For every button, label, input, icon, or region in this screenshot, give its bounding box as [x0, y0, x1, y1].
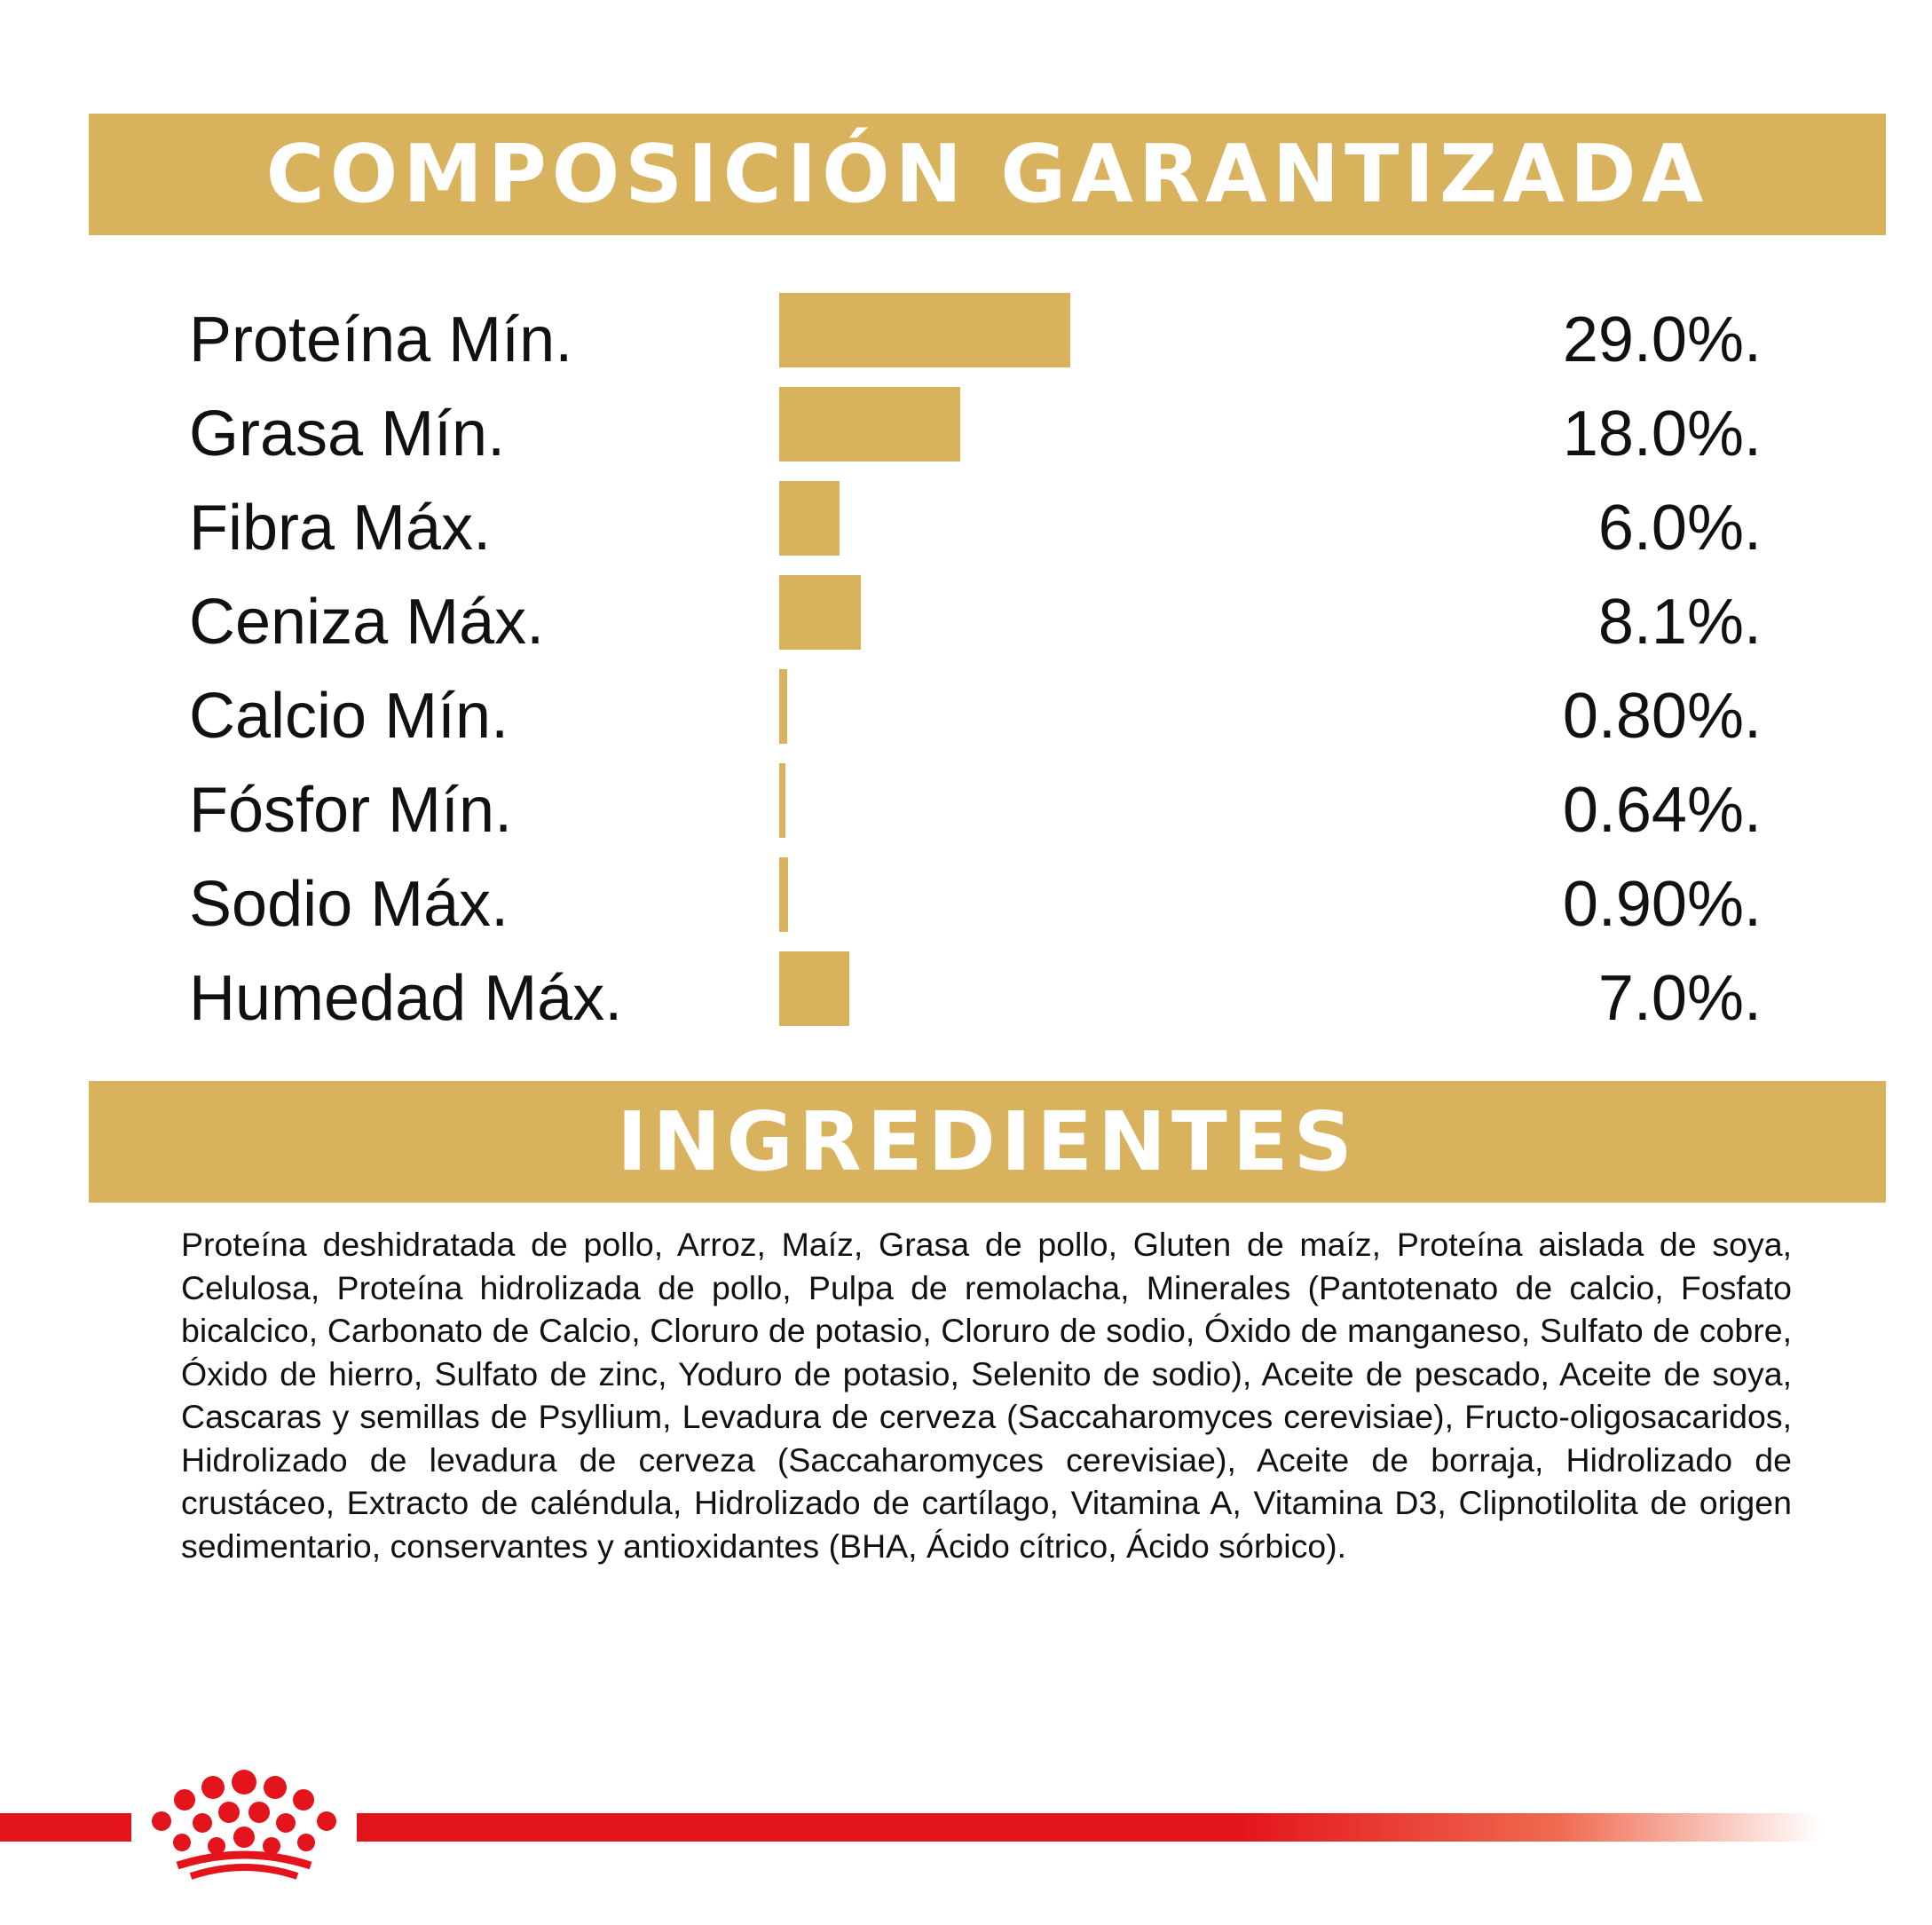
nutrition-row: Grasa Mín. 18.0%.: [0, 387, 1932, 481]
nutrition-value: 18.0%.: [1562, 398, 1762, 469]
nutrition-bar: [779, 669, 788, 744]
nutrition-label: Fósfor Mín.: [189, 775, 513, 846]
nutrition-value: 0.64%.: [1562, 775, 1762, 846]
nutrition-bar: [779, 481, 840, 556]
composition-title: COMPOSICIÓN GARANTIZADA: [265, 128, 1709, 221]
nutrition-bar: [779, 293, 1070, 367]
ingredients-banner: INGREDIENTES: [89, 1081, 1886, 1203]
nutrition-bar: [779, 857, 789, 932]
brand-line-right: [357, 1813, 1821, 1842]
nutrition-bar: [779, 387, 960, 462]
nutrition-row: Humedad Máx. 7.0%.: [0, 951, 1932, 1045]
composition-banner: COMPOSICIÓN GARANTIZADA: [89, 114, 1886, 235]
nutrition-value: 0.90%.: [1562, 869, 1762, 940]
nutrition-label: Sodio Máx.: [189, 869, 509, 940]
nutrition-row: Fósfor Mín. 0.64%.: [0, 763, 1932, 857]
nutrition-row: Proteína Mín. 29.0%.: [0, 293, 1932, 387]
nutrition-row: Ceniza Máx. 8.1%.: [0, 575, 1932, 669]
nutrition-value: 8.1%.: [1597, 587, 1762, 658]
nutrition-row: Sodio Máx. 0.90%.: [0, 857, 1932, 951]
nutrition-label: Proteína Mín.: [189, 304, 573, 375]
nutrition-label: Calcio Mín.: [189, 681, 509, 752]
nutrition-bar: [779, 951, 850, 1026]
nutrition-label: Grasa Mín.: [189, 398, 506, 469]
ingredients-text: Proteína deshidratada de pollo, Arroz, M…: [181, 1226, 1792, 1565]
nutrition-bar: [779, 575, 861, 650]
nutrition-value: 0.80%.: [1562, 681, 1762, 752]
nutrition-row: Calcio Mín. 0.80%.: [0, 669, 1932, 763]
nutrition-value: 29.0%.: [1562, 304, 1762, 375]
crown-logo-icon: [152, 1770, 336, 1880]
nutrition-bar: [779, 763, 786, 838]
brand-line-left: [0, 1813, 131, 1842]
nutrition-label: Ceniza Máx.: [189, 587, 545, 658]
nutrition-label: Fibra Máx.: [189, 493, 492, 564]
nutrition-label: Humedad Máx.: [189, 963, 623, 1034]
ingredients-title: INGREDIENTES: [617, 1094, 1358, 1189]
nutrition-value: 7.0%.: [1597, 963, 1762, 1034]
nutrition-value: 6.0%.: [1597, 493, 1762, 564]
nutrition-row: Fibra Máx. 6.0%.: [0, 481, 1932, 575]
